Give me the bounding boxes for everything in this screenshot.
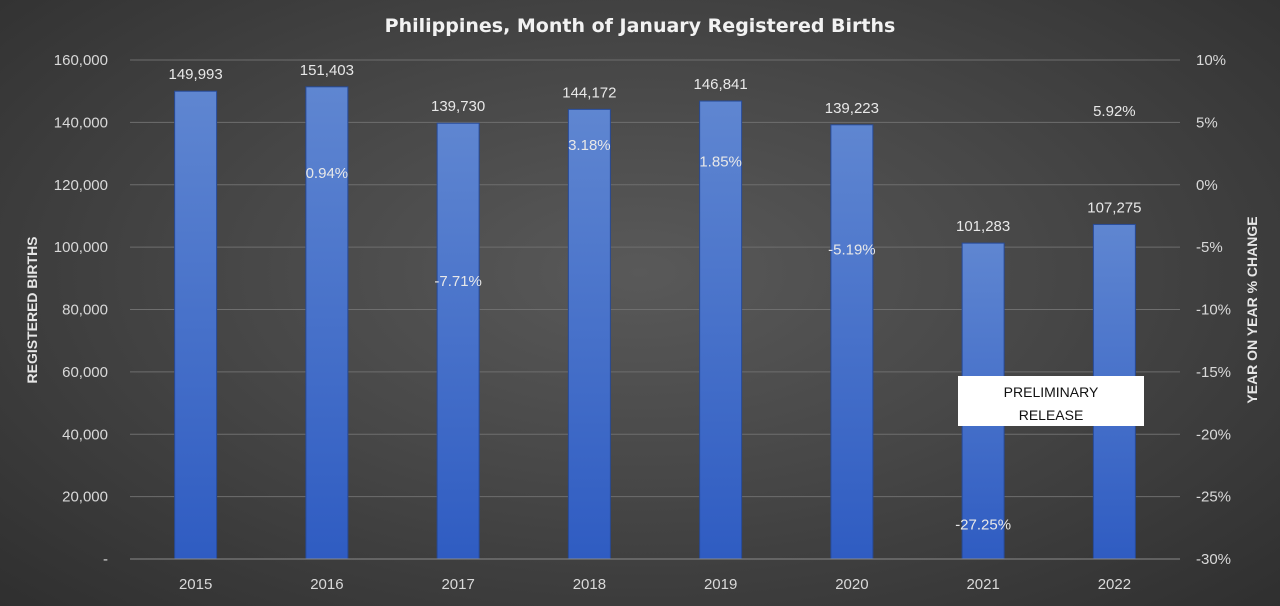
y2-axis-title: YEAR ON YEAR % CHANGE (1244, 216, 1260, 403)
y-tick-label: 100,000 (54, 239, 108, 256)
y-tick-label: 160,000 (54, 52, 108, 69)
y2-tick-label: 10% (1196, 52, 1226, 69)
y2-tick-label: -30% (1196, 551, 1231, 568)
bar-2015 (174, 90, 218, 560)
bar-2017 (436, 122, 480, 560)
bar-2019 (699, 100, 743, 560)
value-label-2018: 144,172 (562, 84, 616, 101)
gridlines (130, 59, 1180, 498)
chart-title: Philippines, Month of January Registered… (385, 15, 896, 37)
pct-label-2020: -5.19% (828, 241, 876, 258)
x-tick-2020: 2020 (835, 576, 868, 593)
value-label-2020: 139,223 (825, 100, 879, 117)
note-line-2: RELEASE (1019, 407, 1084, 423)
y2-tick-label: 0% (1196, 177, 1218, 194)
y-tick-label: 40,000 (62, 426, 108, 443)
bar-2016 (305, 86, 349, 560)
axes: - 20,000 40,000 60,000 80,000 100,000 120,000 1… (54, 52, 1231, 593)
value-label-2021: 101,283 (956, 218, 1010, 235)
y2-tick-label: -5% (1196, 239, 1223, 256)
note-box (958, 376, 1144, 426)
y-tick-label: 80,000 (62, 302, 108, 319)
value-label-2016: 151,403 (300, 62, 354, 79)
x-tick-2018: 2018 (573, 576, 606, 593)
y2-tick-label: -15% (1196, 364, 1231, 381)
y2-tick-label: -20% (1196, 426, 1231, 443)
value-label-2017: 139,730 (431, 98, 485, 115)
pct-label-2019: 1.85% (699, 154, 742, 171)
y2-tick-label: 5% (1196, 114, 1218, 131)
y2-tick-label: -25% (1196, 489, 1231, 506)
value-label-2015: 149,993 (169, 66, 223, 83)
bar-2020 (830, 124, 874, 560)
x-tick-2017: 2017 (441, 576, 474, 593)
y-tick-label: 20,000 (62, 489, 108, 506)
pct-label-2021: -27.25% (955, 517, 1011, 534)
pct-label-2022: 5.92% (1093, 103, 1136, 120)
x-tick-2016: 2016 (310, 576, 343, 593)
y-tick-label: - (103, 551, 108, 568)
x-tick-2021: 2021 (966, 576, 999, 593)
bar-2018 (567, 108, 611, 560)
value-label-2019: 146,841 (694, 76, 748, 93)
x-tick-2022: 2022 (1098, 576, 1131, 593)
y2-tick-label: -10% (1196, 302, 1231, 319)
x-tick-2019: 2019 (704, 576, 737, 593)
data-labels: 149,993 151,403 0.94% 139,730 -7.71% 144,172 3… (169, 62, 1142, 534)
y-tick-label: 60,000 (62, 364, 108, 381)
bars (174, 86, 1136, 560)
y-axis-title: REGISTERED BIRTHS (24, 236, 40, 383)
y-tick-label: 140,000 (54, 114, 108, 131)
pct-label-2018: 3.18% (568, 137, 611, 154)
pct-label-2016: 0.94% (306, 165, 349, 182)
preliminary-release-note: PRELIMINARY RELEASE (958, 376, 1144, 426)
y-tick-label: 120,000 (54, 177, 108, 194)
pct-label-2017: -7.71% (434, 273, 482, 290)
note-line-1: PRELIMINARY (1004, 384, 1099, 400)
x-tick-2015: 2015 (179, 576, 212, 593)
value-label-2022: 107,275 (1087, 199, 1141, 216)
